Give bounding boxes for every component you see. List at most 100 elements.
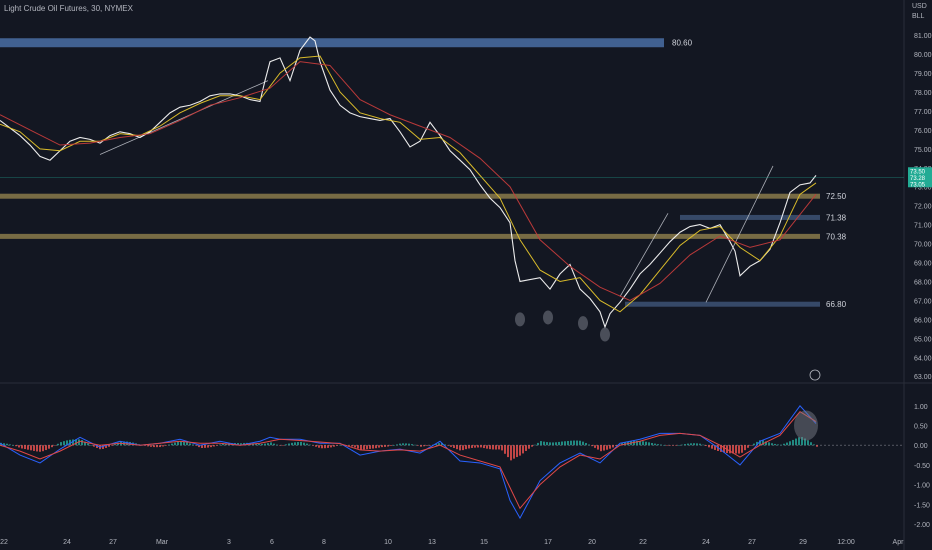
histogram-bar [417, 445, 419, 446]
histogram-bar [54, 445, 56, 446]
histogram-bar [633, 440, 635, 446]
oscillator-tick-label: -1.50 [914, 502, 930, 509]
histogram-bar [609, 445, 611, 449]
histogram-bar [612, 445, 614, 448]
histogram-bar [570, 440, 572, 446]
swing-low-marker-2 [578, 316, 588, 331]
histogram-bar [36, 445, 38, 452]
histogram-bar [198, 445, 200, 448]
price-tick-label: 68.00 [914, 279, 932, 286]
oscillator-macd [0, 404, 817, 520]
price-tick-label: 70.00 [914, 242, 932, 249]
histogram-bar [537, 442, 539, 446]
x-tick-label: 6 [270, 539, 274, 546]
series-close [0, 36, 817, 329]
histogram-bar [189, 443, 191, 446]
histogram-bar [741, 445, 743, 453]
histogram-bar [429, 445, 431, 446]
histogram-bar [336, 445, 338, 446]
histogram-bar [696, 443, 698, 446]
histogram-bar [84, 441, 86, 446]
oscillator-tick-label: -0.50 [914, 463, 930, 470]
histogram-bar [504, 445, 506, 454]
histogram-bar [597, 445, 599, 450]
price-tick-label: 72.00 [914, 204, 932, 211]
histogram-bar [288, 443, 290, 446]
x-tick-label: 13 [428, 539, 436, 546]
histogram-bar [93, 445, 95, 447]
histogram-bar [720, 445, 722, 452]
price-tick-label: 76.00 [914, 128, 932, 135]
histogram-bar [501, 445, 503, 451]
oscillator-tick-label: 0.00 [914, 443, 928, 450]
histogram-bar [312, 445, 314, 446]
histogram-bar [522, 445, 524, 454]
histogram-bar [333, 445, 335, 447]
currency-label: USD [912, 3, 927, 10]
last-price-label: 73.05 [910, 182, 926, 188]
histogram-bar [498, 445, 500, 450]
histogram-bar [474, 445, 476, 448]
histogram-bar [27, 445, 29, 450]
histogram-bar [69, 439, 71, 446]
price-tick-label: 73.00 [914, 185, 932, 192]
histogram-bar [708, 445, 710, 448]
histogram-bar [165, 445, 167, 446]
histogram-bar [408, 443, 410, 446]
histogram-bar [723, 445, 725, 453]
x-tick-label: 27 [748, 539, 756, 546]
price-tick-label: 81.00 [914, 33, 932, 40]
histogram-bar [756, 441, 758, 446]
histogram-bar [732, 445, 734, 454]
histogram-bar [657, 444, 659, 446]
histogram-bar [414, 444, 416, 446]
histogram-bar [48, 445, 50, 449]
histogram-bar [759, 440, 761, 446]
histogram-bar [549, 442, 551, 446]
histogram-bar [738, 445, 740, 454]
histogram-bar [771, 443, 773, 446]
x-tick-label: 27 [109, 539, 117, 546]
histogram-bar [105, 445, 107, 448]
histogram-bar [468, 445, 470, 449]
histogram-bar [156, 445, 158, 448]
histogram-bar [369, 445, 371, 449]
histogram-bar [678, 445, 680, 446]
histogram-bar [195, 445, 197, 446]
histogram-bar [225, 443, 227, 446]
price-tick-label: 75.00 [914, 147, 932, 154]
histogram-bar [96, 445, 98, 449]
histogram-bar [567, 440, 569, 446]
histogram-bar [381, 445, 383, 448]
trendline-1 [619, 213, 669, 297]
histogram-bar [690, 443, 692, 446]
histogram-bar [21, 445, 23, 449]
histogram-bar [339, 444, 341, 446]
series-ma-fast [0, 55, 817, 313]
histogram-bar [258, 443, 260, 446]
histogram-bar [315, 445, 317, 447]
histogram-bar [147, 445, 149, 447]
histogram-bar [735, 445, 737, 454]
histogram-bar [438, 443, 440, 446]
x-tick-label: 22 [0, 539, 8, 546]
histogram-bar [237, 443, 239, 446]
x-tick-label: 20 [588, 539, 596, 546]
oscillator-tick-label: 1.00 [914, 404, 928, 411]
x-tick-label: 29 [799, 539, 807, 546]
price-tick-label: 80.00 [914, 52, 932, 59]
histogram-bar [588, 444, 590, 446]
histogram-bar [396, 444, 398, 446]
histogram-bar [813, 444, 815, 446]
histogram-bar [453, 445, 455, 449]
histogram-bar [240, 443, 242, 446]
histogram-bar [513, 445, 515, 459]
histogram-bar [768, 442, 770, 446]
histogram-bar [471, 445, 473, 448]
histogram-bar [351, 445, 353, 447]
histogram-bar [639, 440, 641, 446]
histogram-bar [108, 445, 110, 447]
histogram-bar [543, 441, 545, 446]
histogram-bar [714, 445, 716, 450]
